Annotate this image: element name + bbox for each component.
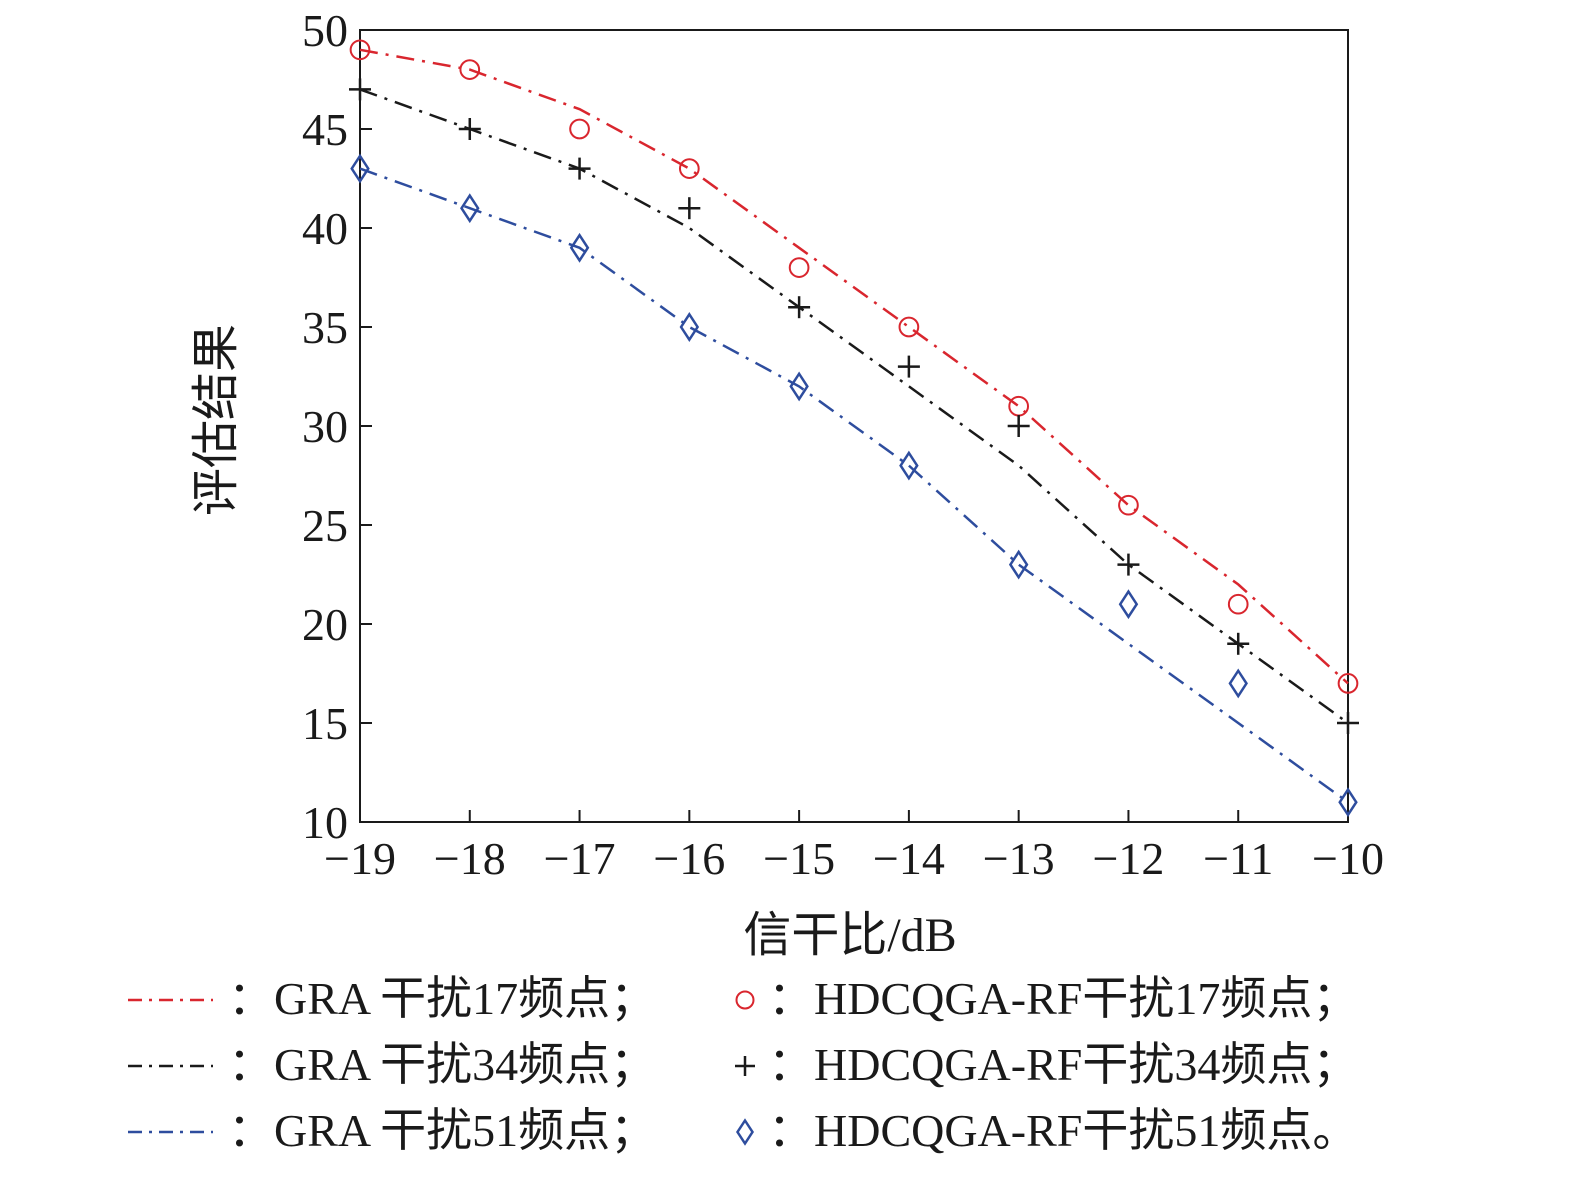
data-point (1008, 395, 1030, 417)
x-tick-label: −15 (763, 833, 835, 884)
legend-label: ：HDCQGA-RF干扰34频点； (768, 1039, 1358, 1090)
data-point (1228, 668, 1248, 699)
data-point (460, 193, 480, 224)
data-point (1337, 673, 1359, 694)
legend-label: ：GRA 干扰17频点； (228, 973, 656, 1024)
data-point (897, 355, 920, 378)
x-axis-label: 信干比/dB (743, 909, 956, 962)
legend: ：GRA 干扰17频点； ：HDCQGA-RF干扰17频点； ：GRA 干扰34频点… (128, 973, 1358, 1156)
x-tick-label: −19 (324, 833, 396, 884)
legend-item: ：GRA 干扰17频点； (128, 973, 656, 1024)
series-markers (349, 39, 1359, 818)
data-point (1338, 787, 1358, 818)
x-tick-label: −12 (1092, 833, 1164, 884)
x-tick-label: −13 (983, 833, 1055, 884)
y-tick-label: 10 (302, 797, 348, 848)
legend-label: ：HDCQGA-RF干扰17频点； (768, 973, 1358, 1024)
data-point (899, 450, 919, 481)
legend-label: ：HDCQGA-RF干扰51频点。 (768, 1105, 1358, 1156)
axis-ticks (359, 29, 1349, 823)
series-line-0 (359, 48, 1349, 685)
data-point (1008, 549, 1029, 580)
x-tick-label: −11 (1203, 833, 1273, 884)
y-tick-label: 35 (302, 302, 348, 353)
legend-label: ：GRA 干扰34频点； (228, 1039, 656, 1090)
data-point (1118, 589, 1139, 620)
series-markers-4 (349, 78, 1359, 734)
data-point (1227, 632, 1250, 655)
series-line-2 (359, 167, 1349, 804)
data-point (898, 316, 920, 338)
data-point (678, 197, 701, 220)
series-markers-3 (349, 39, 1359, 694)
legend-label: ：GRA 干扰51频点； (228, 1105, 656, 1156)
data-point (1007, 415, 1030, 437)
y-tick-label: 20 (302, 599, 348, 650)
data-point (569, 232, 590, 263)
series-lines (359, 48, 1349, 804)
x-tick-label: −14 (873, 833, 945, 884)
y-axis-label: 评估结果 (190, 324, 243, 516)
y-tick-label: 30 (302, 401, 348, 452)
y-tick-label: 40 (302, 203, 348, 254)
x-tick-label: −10 (1312, 833, 1384, 884)
legend-marker-swatch (735, 1056, 755, 1076)
y-tick-label: 45 (302, 104, 348, 155)
legend-marker-swatch (736, 1118, 754, 1146)
data-point (349, 78, 371, 101)
tick-labels: −19 −18 −17 −16 −15 −14 −13 −12 −11 −10 10 15 20 25 30… (302, 5, 1384, 884)
data-point (349, 39, 371, 61)
legend-item: ：HDCQGA-RF干扰34频点； (735, 1039, 1358, 1090)
x-tick-label: −18 (434, 833, 506, 884)
x-tick-label: −17 (544, 833, 616, 884)
data-point (458, 118, 481, 140)
y-tick-label: 50 (302, 5, 348, 56)
data-point (1227, 593, 1249, 615)
data-point (788, 257, 810, 278)
data-point (788, 296, 811, 319)
data-point (568, 157, 591, 180)
legend-item: ：HDCQGA-RF干扰51频点。 (736, 1105, 1358, 1156)
y-tick-label: 25 (302, 500, 348, 551)
data-point (1117, 553, 1140, 576)
y-tick-label: 15 (302, 698, 348, 749)
legend-item: ：GRA 干扰34频点； (128, 1039, 656, 1090)
legend-marker-swatch (735, 990, 755, 1010)
series-line-1 (359, 88, 1349, 725)
data-point (1337, 712, 1359, 734)
series-markers-5 (350, 153, 1358, 818)
legend-item: ：HDCQGA-RF干扰17频点； (735, 973, 1358, 1024)
data-point (1118, 494, 1139, 516)
data-point (789, 371, 809, 402)
data-point (679, 312, 700, 342)
data-point (678, 158, 700, 179)
data-point (350, 153, 370, 184)
data-point (459, 59, 481, 80)
x-tick-label: −16 (653, 833, 725, 884)
legend-item: ：GRA 干扰51频点； (128, 1105, 656, 1156)
data-point (569, 118, 590, 140)
